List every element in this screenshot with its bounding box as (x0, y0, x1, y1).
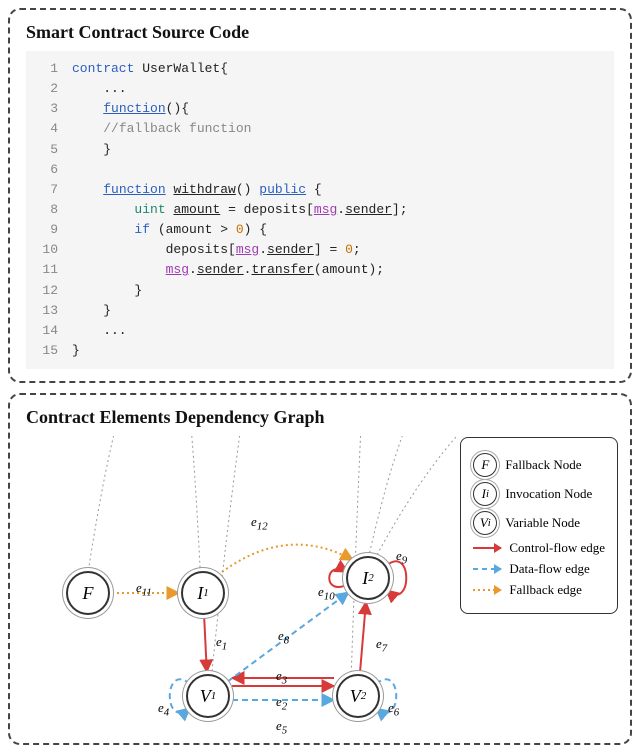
edge-label-e1: e1 (216, 634, 227, 653)
legend-text: Invocation Node (505, 486, 592, 502)
source-title: Smart Contract Source Code (26, 22, 614, 43)
line-number: 9 (34, 220, 58, 240)
legend-row: Vi Variable Node (473, 511, 605, 535)
edge-label-e9: e9 (396, 548, 407, 567)
legend-row: Fallback edge (473, 582, 605, 598)
edge-label-e8: e8 (278, 628, 289, 647)
legend-row: F Fallback Node (473, 453, 605, 477)
node-V1: V1 (186, 674, 230, 718)
code-line: 7 function withdraw() public { (34, 180, 606, 200)
code-line: 10 deposits[msg.sender] = 0; (34, 240, 606, 260)
edge-label-e11: e11 (136, 580, 152, 599)
line-number: 2 (34, 79, 58, 99)
legend: F Fallback Node Ii Invocation Node Vi Variabl… (460, 437, 618, 614)
code-line: 6 (34, 160, 606, 180)
legend-arrow-icon (473, 547, 501, 549)
code-line: 2 ... (34, 79, 606, 99)
line-number: 5 (34, 140, 58, 160)
line-number: 4 (34, 119, 58, 139)
line-number: 14 (34, 321, 58, 341)
legend-text: Fallback edge (509, 582, 582, 598)
node-F: F (66, 571, 110, 615)
code-content: if (amount > 0) { (72, 220, 267, 240)
edge-label-e5: e5 (276, 718, 287, 737)
code-content: contract UserWallet{ (72, 59, 228, 79)
code-content: deposits[msg.sender] = 0; (72, 240, 361, 260)
line-number: 8 (34, 200, 58, 220)
edge-label-e4: e4 (158, 700, 169, 719)
code-block: 1contract UserWallet{2 ...3 function(){4… (26, 51, 614, 369)
edge-label-e12: e12 (251, 514, 268, 533)
line-number: 11 (34, 260, 58, 280)
node-V2: V2 (336, 674, 380, 718)
edge-label-e2: e2 (276, 694, 287, 713)
graph-panel: Contract Elements Dependency Graph F I1 I2… (8, 393, 632, 745)
line-number: 7 (34, 180, 58, 200)
legend-text: Fallback Node (505, 457, 581, 473)
node-I2: I2 (346, 556, 390, 600)
code-content: function withdraw() public { (72, 180, 322, 200)
code-content: function(){ (72, 99, 189, 119)
legend-row: Ii Invocation Node (473, 482, 605, 506)
edge-label-e10: e10 (318, 584, 335, 603)
code-line: 3 function(){ (34, 99, 606, 119)
code-content: } (72, 301, 111, 321)
source-code-panel: Smart Contract Source Code 1 contract Use… (8, 8, 632, 383)
code-line: 1 contract UserWallet{ (34, 59, 606, 79)
legend-node-icon: Ii (473, 482, 497, 506)
code-content: } (72, 281, 142, 301)
legend-row: Data-flow edge (473, 561, 605, 577)
code-content: uint amount = deposits[msg.sender]; (72, 200, 408, 220)
code-line: 9 if (amount > 0) { (34, 220, 606, 240)
legend-node-icon: F (473, 453, 497, 477)
edge-label-e6: e6 (388, 700, 399, 719)
code-line: 4 //fallback function (34, 119, 606, 139)
code-content: } (72, 140, 111, 160)
line-number: 6 (34, 160, 58, 180)
line-number: 12 (34, 281, 58, 301)
code-content: //fallback function (72, 119, 251, 139)
code-content: ... (72, 79, 127, 99)
code-content: msg.sender.transfer(amount); (72, 260, 384, 280)
code-line: 5 } (34, 140, 606, 160)
code-line: 12 } (34, 281, 606, 301)
node-I1: I1 (181, 571, 225, 615)
code-line: 11 msg.sender.transfer(amount); (34, 260, 606, 280)
legend-text: Control-flow edge (509, 540, 605, 556)
legend-arrow-icon (473, 589, 501, 591)
graph-title: Contract Elements Dependency Graph (26, 407, 614, 428)
line-number: 10 (34, 240, 58, 260)
line-number: 3 (34, 99, 58, 119)
legend-node-icon: Vi (473, 511, 497, 535)
legend-row: Control-flow edge (473, 540, 605, 556)
edge-label-e3: e3 (276, 668, 287, 687)
line-number: 15 (34, 341, 58, 361)
code-content: ... (72, 321, 127, 341)
legend-text: Data-flow edge (509, 561, 590, 577)
code-line: 14 ... (34, 321, 606, 341)
code-line: 8 uint amount = deposits[msg.sender]; (34, 200, 606, 220)
line-number: 1 (34, 59, 58, 79)
code-line: 15} (34, 341, 606, 361)
code-content: } (72, 341, 80, 361)
edge-label-e7: e7 (376, 636, 387, 655)
legend-arrow-icon (473, 568, 501, 570)
code-line: 13 } (34, 301, 606, 321)
legend-text: Variable Node (505, 515, 580, 531)
line-number: 13 (34, 301, 58, 321)
